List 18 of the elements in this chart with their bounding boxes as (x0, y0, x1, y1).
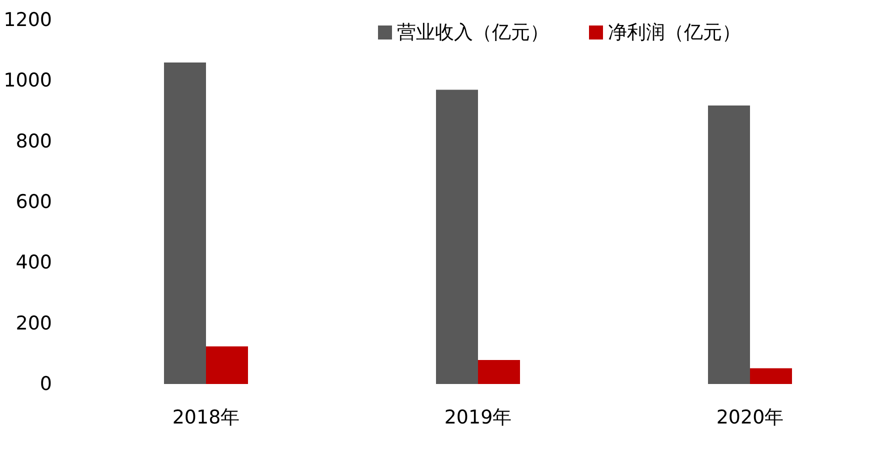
bar (206, 346, 248, 384)
y-tick-label: 800 (16, 130, 52, 152)
y-tick-label: 200 (16, 312, 52, 334)
legend-label: 净利润（亿元） (608, 22, 741, 44)
y-tick-label: 1200 (4, 9, 52, 31)
legend-label: 营业收入（亿元） (397, 22, 549, 44)
bar (478, 360, 520, 384)
bar (164, 62, 206, 384)
y-tick-label: 0 (40, 373, 52, 395)
x-tick-label: 2019年 (444, 406, 512, 428)
x-tick-label: 2020年 (716, 406, 784, 428)
bar (708, 106, 750, 384)
y-tick-label: 400 (16, 252, 52, 274)
y-tick-label: 1000 (4, 70, 52, 92)
bar (750, 368, 792, 384)
y-tick-label: 600 (16, 191, 52, 213)
x-tick-label: 2018年 (172, 406, 240, 428)
bar (436, 90, 478, 384)
